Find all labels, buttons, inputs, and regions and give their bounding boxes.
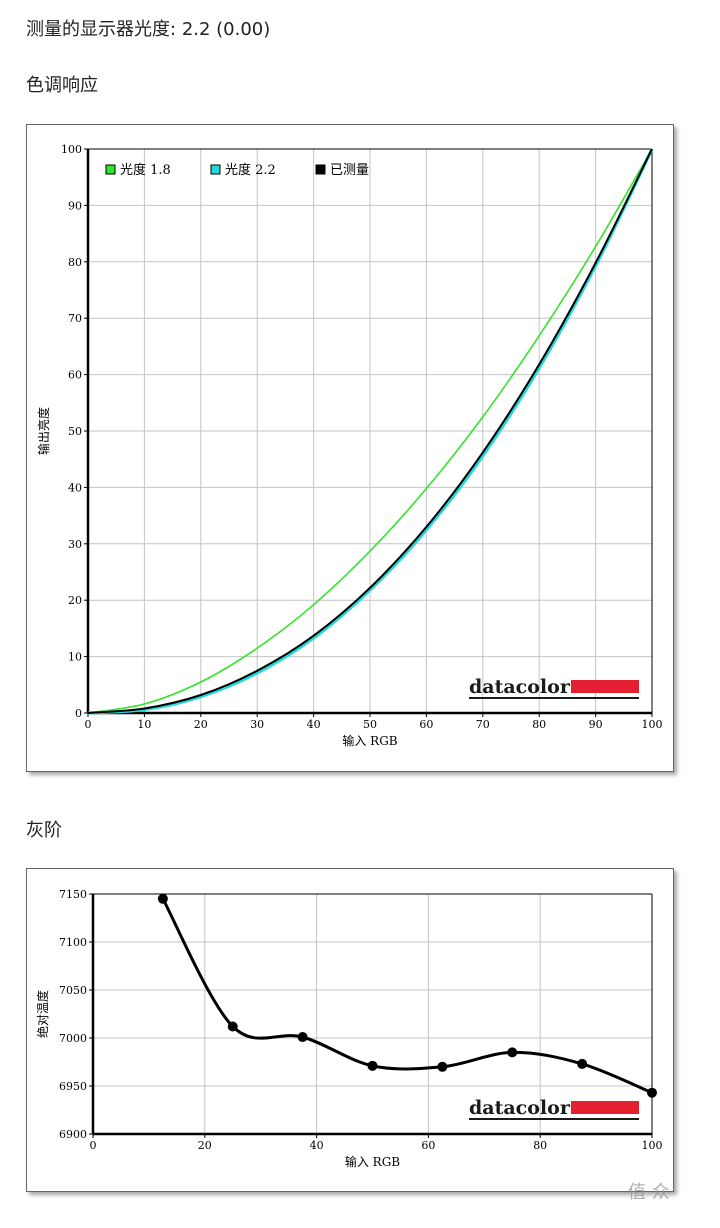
x-tick-label: 70 (476, 718, 490, 731)
data-point (577, 1058, 588, 1069)
data-point (227, 1021, 238, 1032)
x-tick-label: 60 (421, 1139, 435, 1152)
legend-label-1: 光度 1.8 (120, 162, 171, 178)
x-tick-label: 0 (90, 1139, 97, 1152)
x-tick-label: 80 (532, 718, 546, 731)
x-tick-label: 40 (310, 1139, 324, 1152)
x-tick-label: 90 (589, 718, 603, 731)
data-point (367, 1060, 378, 1071)
y-tick-label: 90 (68, 199, 82, 212)
x-tick-label: 0 (85, 718, 92, 731)
y-tick-label: 20 (68, 594, 82, 607)
site-watermark: 值 众 (628, 1182, 670, 1203)
data-point (437, 1061, 448, 1072)
x-tick-label: 40 (307, 718, 321, 731)
measured-gamma-value: 2.2 (0.00) (181, 19, 271, 40)
data-point (647, 1087, 657, 1098)
series-line-3 (87, 148, 653, 714)
datacolor-logo-text: datacolor (469, 1097, 571, 1119)
legend-swatch-1 (105, 164, 116, 175)
y-axis-label: 输出亮度 (36, 407, 51, 455)
data-point (507, 1047, 518, 1058)
x-tick-label: 60 (419, 718, 433, 731)
y-tick-label: 30 (68, 538, 82, 551)
grayscale-chart-panel: 0 20 40 60 80 100 6900 6950 7000 7050 7100 7150 输入 R… (26, 868, 674, 1192)
datacolor-logo-bar (571, 680, 639, 693)
x-axis-label: 输入 RGB (345, 1154, 400, 1169)
y-axis-label: 绝对温度 (35, 990, 50, 1038)
grid-lines (93, 894, 652, 1134)
x-tick-label: 20 (194, 718, 208, 731)
y-tick-label: 70 (68, 312, 82, 325)
datacolor-logo-bar (571, 1101, 639, 1114)
y-tick-label: 6900 (59, 1128, 87, 1141)
grayscale-title: 灰阶 (26, 820, 62, 841)
legend-label-3: 已测量 (330, 163, 369, 178)
y-tick-label: 60 (68, 369, 82, 382)
grayscale-temperature-chart: 0 20 40 60 80 100 6900 6950 7000 7050 7100 7150 输入 R… (35, 888, 663, 1169)
x-tick-label: 10 (137, 718, 151, 731)
tone-response-chart-panel: 0 10 20 30 40 50 60 70 80 90 100 0 10 20 30 40 50 60 70 80 9… (26, 124, 674, 772)
x-tick-label: 100 (642, 1139, 663, 1152)
grid-lines (88, 149, 652, 713)
y-tick-label: 80 (68, 256, 82, 269)
measured-gamma-label: 测量的显示器光度: (26, 19, 177, 40)
y-tick-label: 6950 (59, 1080, 87, 1093)
y-tick-label: 7150 (59, 888, 87, 901)
y-tick-label: 10 (68, 651, 82, 664)
y-tick-label: 100 (61, 143, 82, 156)
tone-response-chart: 0 10 20 30 40 50 60 70 80 90 100 0 10 20 30 40 50 60 70 80 9… (36, 143, 663, 748)
x-tick-label: 30 (250, 718, 264, 731)
legend-label-2: 光度 2.2 (225, 162, 276, 178)
datacolor-logo-text: datacolor (469, 676, 571, 698)
data-point (157, 893, 168, 904)
y-tick-label: 40 (68, 481, 82, 494)
y-tick-label: 7100 (59, 936, 87, 949)
y-tick-label: 7000 (59, 1032, 87, 1045)
legend-swatch-3 (315, 164, 326, 175)
x-axis-label: 输入 RGB (342, 733, 397, 748)
y-tick-label: 0 (75, 707, 82, 720)
measured-gamma: 测量的显示器光度: 2.2 (0.00) (26, 15, 270, 41)
x-tick-label: 80 (533, 1139, 547, 1152)
x-tick-label: 100 (642, 718, 663, 731)
y-tick-label: 7050 (59, 984, 87, 997)
series-line-2 (87, 148, 654, 715)
tone-response-title: 色调响应 (26, 75, 98, 96)
series-line-1 (87, 148, 653, 714)
data-point (297, 1032, 308, 1043)
x-tick-label: 20 (198, 1139, 212, 1152)
x-tick-label: 50 (363, 718, 377, 731)
legend-swatch-2 (210, 164, 221, 175)
y-tick-label: 50 (68, 425, 82, 438)
